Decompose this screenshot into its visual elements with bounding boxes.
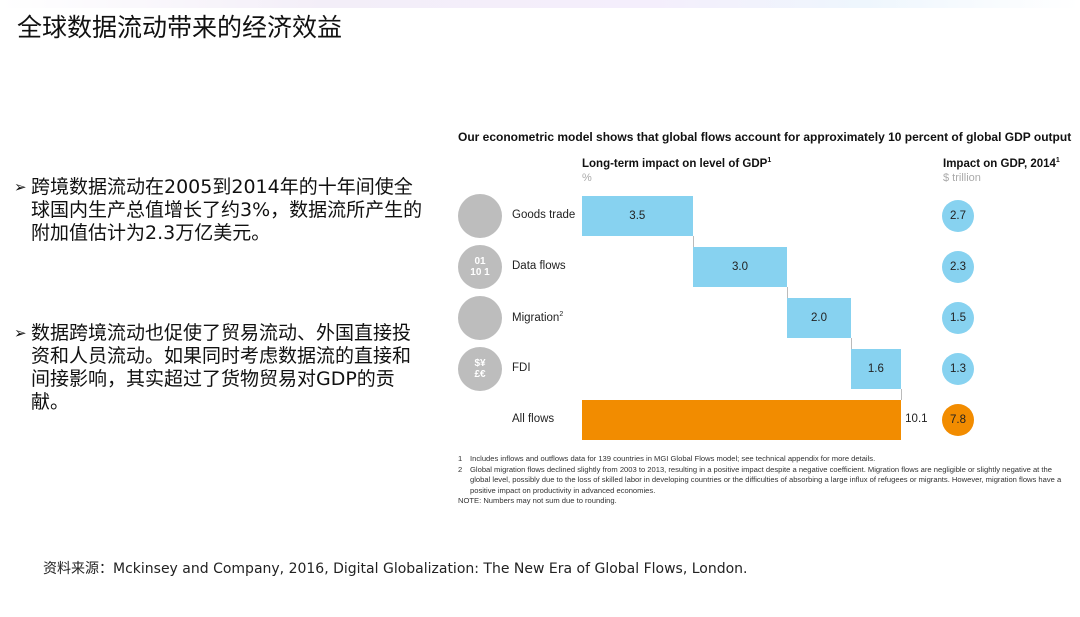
waterfall-bar: 2.0: [787, 298, 851, 338]
bullet-1: ➢ 跨境数据流动在2005到2014年的十年间使全球国内生产总值增长了约3%，数…: [14, 176, 424, 245]
category-label: Data flows: [512, 260, 566, 272]
connector-line: [901, 389, 903, 400]
slide-title: 全球数据流动带来的经济效益: [17, 13, 343, 42]
category-label-text: Migration: [512, 311, 560, 324]
decorative-top-band: [0, 0, 1080, 8]
trillion-circle: 1.3: [942, 353, 974, 385]
chart-notes: 1 Includes inflows and outflows data for …: [458, 454, 1068, 507]
category-label-text: All flows: [512, 413, 555, 425]
left-unit: %: [582, 172, 592, 184]
note-text: Includes inflows and outflows data for 1…: [470, 454, 876, 463]
people-icon: [458, 296, 502, 340]
category-label: FDI: [512, 362, 531, 374]
binary-data-icon: 01 10 1: [458, 245, 502, 289]
footnote-ref: 1: [1055, 157, 1060, 164]
category-label: Migration2: [512, 311, 563, 324]
trillion-circle: 1.5: [942, 302, 974, 334]
trillion-circle: 2.7: [942, 200, 974, 232]
connector-line: [850, 338, 852, 349]
total-bar: [582, 400, 902, 440]
note-number: 2: [458, 464, 463, 474]
box-icon: [458, 194, 502, 238]
bullet-text: 跨境数据流动在2005到2014年的十年间使全球国内生产总值增长了约3%，数据流…: [31, 176, 423, 244]
note-number: 1: [458, 454, 463, 463]
note-2: 2 Global migration flows declined slightl…: [458, 465, 1068, 497]
bullet-2: ➢ 数据跨境流动也促使了贸易流动、外国直接投资和人员流动。如果同时考虑数据流的直…: [14, 322, 424, 414]
waterfall-bar: 1.6: [850, 349, 902, 389]
right-header: Impact on GDP, 20141: [943, 157, 1060, 170]
trillion-circle: 2.3: [942, 251, 974, 283]
waterfall-bar: 3.0: [692, 247, 788, 287]
category-label-text: Data flows: [512, 260, 566, 272]
category-label-text: Goods trade: [512, 209, 576, 221]
category-label: All flows: [512, 413, 554, 425]
total-trillion-circle: 7.8: [942, 404, 974, 436]
note-text: Global migration flows declined slightly…: [470, 464, 1062, 495]
rounding-note: NOTE: Numbers may not sum due to roundin…: [458, 496, 617, 505]
footnote-ref: 1: [767, 157, 772, 164]
currency-icon: $¥ £€: [458, 347, 502, 391]
total-value-label: 10.1: [905, 413, 928, 425]
left-header-text: Long-term impact on level of GDP: [582, 157, 768, 170]
right-header-text: Impact on GDP, 2014: [943, 157, 1056, 170]
note-1: 1 Includes inflows and outflows data for …: [458, 454, 1068, 465]
arrow-bullet-icon: ➢: [14, 178, 27, 196]
connector-line: [787, 287, 789, 298]
connector-line: [692, 236, 694, 247]
footnote-ref: 2: [559, 311, 564, 318]
bullet-text: 数据跨境流动也促使了贸易流动、外国直接投资和人员流动。如果同时考虑数据流的直接和…: [31, 322, 412, 413]
right-unit: $ trillion: [943, 172, 981, 184]
left-header: Long-term impact on level of GDP1: [582, 157, 771, 170]
arrow-bullet-icon: ➢: [14, 324, 27, 342]
category-label: Goods trade: [512, 209, 575, 221]
source-citation: 资料来源：Mckinsey and Company, 2016, Digital…: [43, 561, 748, 577]
category-label-text: FDI: [512, 362, 531, 374]
waterfall-bar: 3.5: [582, 196, 693, 236]
chart-title: Our econometric model shows that global …: [458, 130, 1072, 144]
